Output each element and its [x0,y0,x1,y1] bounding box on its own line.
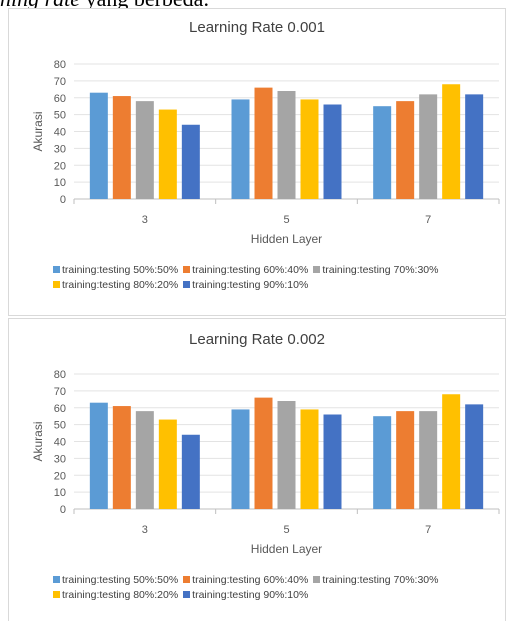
y-tick-label: 80 [54,59,66,71]
chart-title: Learning Rate 0.002 [189,331,325,348]
y-tick-label: 40 [54,127,66,139]
y-tick-label: 50 [54,110,66,122]
bar-5-series-4 [300,409,319,509]
legend-label: training:testing 50%:50% [62,574,179,586]
bar-5-series-1 [231,99,250,199]
y-tick-label: 60 [54,93,66,105]
bar-3-series-5 [181,434,200,509]
bar-7-series-4 [442,84,461,199]
legend-item: training:testing 70%:30% [313,573,438,588]
document-text-fragment: ning rate yang berbeda. [0,0,516,14]
bar-7-series-1 [373,106,392,199]
bar-5-series-3 [277,401,296,509]
bar-5-series-5 [323,414,342,509]
chart-title: Learning Rate 0.001 [189,19,325,36]
bar-7-series-3 [419,94,438,199]
legend-item: training:testing 70%:30% [313,263,438,278]
legend-item: training:testing 50%:50% [53,573,178,588]
legend-label: training:testing 70%:30% [322,264,439,276]
x-tick-label: 7 [425,214,431,226]
y-tick-label: 60 [54,403,66,415]
bar-7-series-4 [442,394,461,509]
legend-swatch [313,576,321,583]
legend-swatch [53,576,60,583]
normal-text: yang berbeda. [80,0,209,11]
bar-7-series-5 [465,404,484,509]
bar-chart-2: 0 10 20 30 40 50 60 70 80 Akurasi 3 5 7 Hidden Layer [31,369,500,556]
y-axis-label: Akurasi [31,111,45,151]
legend-swatch [183,266,191,273]
y-tick-label: 70 [54,386,66,398]
bar-chart-1: 0 10 20 30 40 50 60 70 80 Akurasi 3 5 7 Hidden Layer [31,59,500,246]
bar-5-series-1 [231,409,250,509]
legend-swatch [53,591,60,598]
chart-legend: training:testing 50%:50% training:testing… [53,573,493,603]
bar-5-series-3 [277,91,296,199]
legend-label: training:testing 60%:40% [192,264,309,276]
bar-3-series-1 [89,92,108,199]
y-tick-label: 40 [54,437,66,449]
y-tick-label: 20 [54,470,66,482]
legend-swatch [183,576,191,583]
legend-label: training:testing 70%:30% [322,574,439,586]
x-axis-label: Hidden Layer [251,542,322,556]
chart-panel-1: Learning Rate 0.001 0 10 20 30 40 50 60 70 80 Aku… [8,8,506,316]
y-tick-label: 0 [60,194,66,206]
bar-7-series-3 [419,411,438,509]
y-tick-label: 0 [60,504,66,516]
legend-item: training:testing 80%:20% [53,278,178,293]
bar-5-series-2 [254,87,273,199]
y-tick-label: 30 [54,143,66,155]
legend-item: training:testing 60%:40% [183,263,308,278]
bar-7-series-2 [396,101,415,199]
legend-swatch [183,281,191,288]
legend-label: training:testing 90%:10% [192,589,309,601]
bar-3-series-5 [181,124,200,199]
legend-label: training:testing 90%:10% [192,279,309,291]
legend-swatch [53,281,60,288]
legend-item: training:testing 60%:40% [183,573,308,588]
y-tick-label: 70 [54,76,66,88]
legend-label: training:testing 60%:40% [192,574,309,586]
x-tick-label: 7 [425,524,431,536]
y-tick-label: 20 [54,160,66,172]
bar-3-series-4 [158,419,177,509]
bar-7-series-5 [465,94,484,199]
bar-5-series-5 [323,104,342,199]
y-tick-label: 10 [54,177,66,189]
legend-item: training:testing 90%:10% [183,588,308,603]
y-axis-label: Akurasi [31,421,45,461]
bar-5-series-4 [300,99,319,199]
legend-swatch [313,266,321,273]
y-tick-label: 80 [54,369,66,381]
legend-item: training:testing 50%:50% [53,263,178,278]
y-tick-label: 30 [54,453,66,465]
x-tick-label: 3 [142,524,148,536]
bar-3-series-2 [112,96,131,199]
chart-panel-2: Learning Rate 0.002 0 10 20 30 40 50 60 70 80 Aku… [8,318,506,621]
legend-item: training:testing 80%:20% [53,588,178,603]
bar-3-series-2 [112,406,131,509]
bar-3-series-4 [158,109,177,199]
bar-7-series-1 [373,416,392,509]
legend-label: training:testing 80%:20% [62,589,179,601]
bar-3-series-3 [135,101,154,199]
x-tick-label: 5 [283,214,289,226]
bar-3-series-1 [89,402,108,509]
italic-text: ning rate [0,0,80,11]
legend-swatch [183,591,191,598]
legend-item: training:testing 90%:10% [183,278,308,293]
bar-5-series-2 [254,397,273,509]
legend-label: training:testing 50%:50% [62,264,179,276]
y-tick-label: 10 [54,487,66,499]
bar-7-series-2 [396,411,415,509]
legend-swatch [53,266,60,273]
x-axis-label: Hidden Layer [251,232,322,246]
y-tick-label: 50 [54,420,66,432]
x-tick-label: 5 [283,524,289,536]
x-tick-label: 3 [142,214,148,226]
chart-legend: training:testing 50%:50% training:testing… [53,263,493,293]
legend-label: training:testing 80%:20% [62,279,179,291]
bar-3-series-3 [135,411,154,509]
